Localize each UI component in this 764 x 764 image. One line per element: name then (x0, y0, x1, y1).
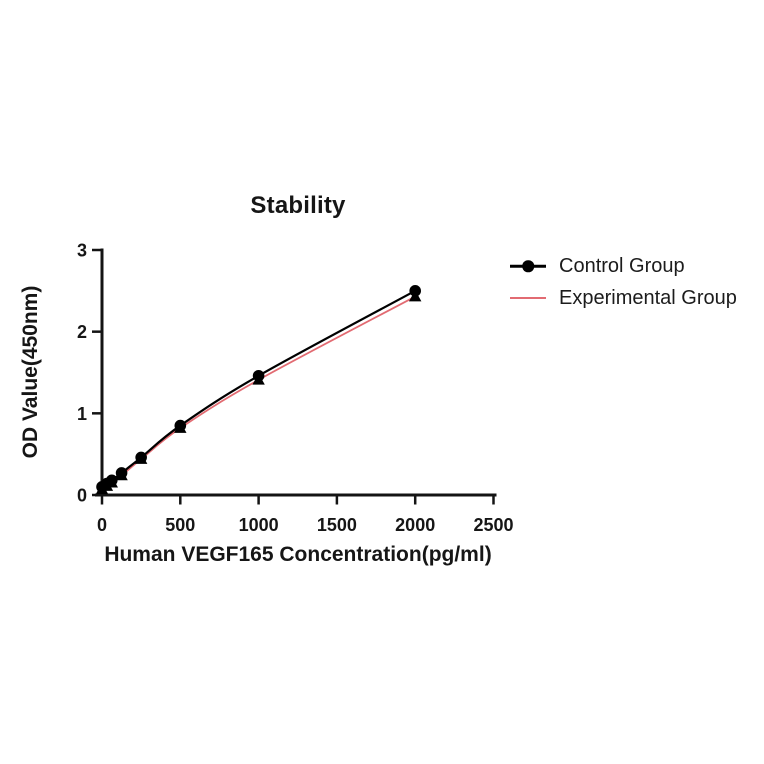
control-data-marker (409, 285, 422, 297)
control-data-marker (115, 467, 128, 479)
y-tick-label: 3 (77, 241, 87, 261)
x-tick-label: 1000 (239, 515, 279, 535)
x-tick-label: 2000 (395, 515, 435, 535)
x-axis-label: Human VEGF165 Concentration(pg/ml) (104, 543, 492, 566)
legend-item-experimental: Experimental Group (510, 283, 737, 313)
control-data-marker (105, 474, 118, 487)
chart-title: Stability (250, 192, 346, 219)
x-tick-label: 0 (97, 515, 107, 535)
legend-label-control: Control Group (559, 254, 685, 277)
y-tick-label: 0 (77, 486, 87, 506)
experimental-line-icon (510, 292, 546, 304)
control-data-marker (174, 419, 187, 432)
y-tick-label: 1 (77, 404, 87, 424)
legend-label-experimental: Experimental Group (559, 286, 737, 309)
y-tick-label: 2 (77, 322, 87, 342)
control-legend-dot (522, 260, 534, 272)
x-tick-label: 500 (165, 515, 195, 535)
experimental-legend-line (510, 297, 546, 299)
x-tick-label: 1500 (317, 515, 357, 535)
series-curve-experimental (101, 295, 416, 491)
control-data-marker (252, 369, 265, 382)
control-data-marker (135, 451, 147, 464)
legend: Control Group Experimental Group (510, 251, 737, 313)
control-line-marker-icon (510, 260, 546, 272)
x-tick-label: 2500 (473, 515, 513, 535)
series-curve-control (101, 289, 416, 488)
legend-item-control: Control Group (510, 251, 737, 281)
